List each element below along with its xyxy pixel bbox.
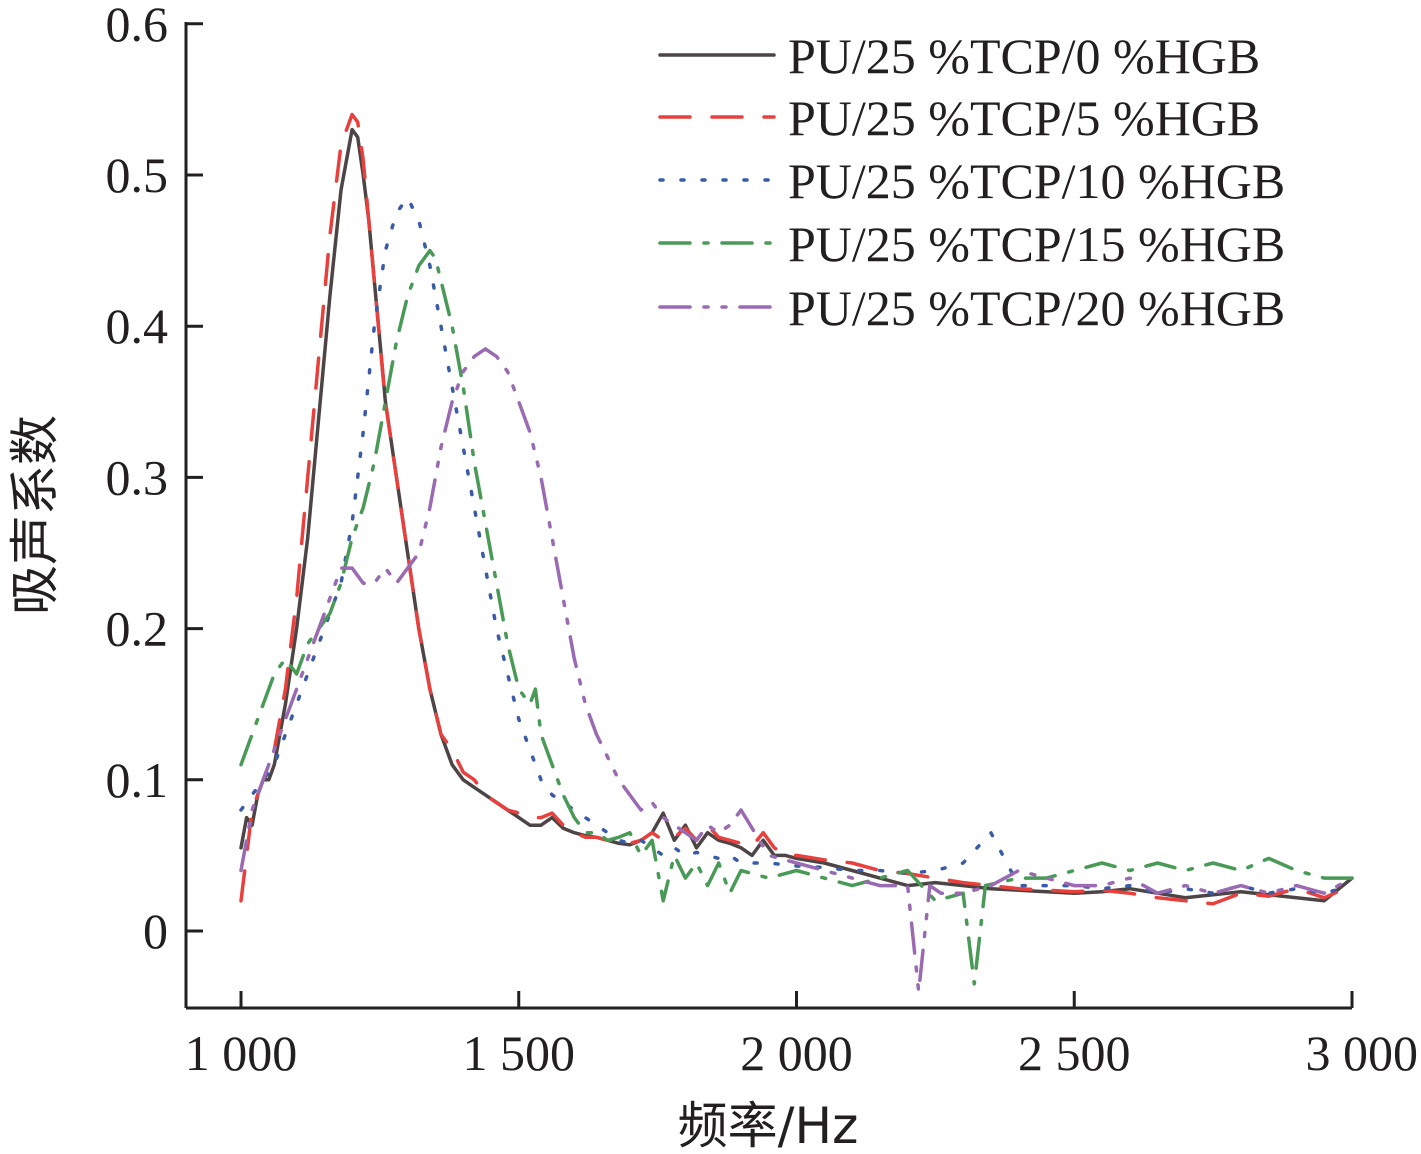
y-tick-label-0: 0 xyxy=(143,903,168,959)
series-line-1 xyxy=(239,112,1354,906)
x-axis-title: 频率/Hz xyxy=(678,1097,859,1154)
y-tick-label-1: 0.1 xyxy=(106,752,169,808)
ticks-layer: 0 0.1 0.2 0.3 0.4 0.5 0.6 1 000 1 500 2 000 2 500 3… xyxy=(106,0,1419,1081)
legend-label-4: PU/25 %TCP/20 %HGB xyxy=(788,280,1285,336)
x-tick-label-1: 1 500 xyxy=(463,1025,576,1081)
series-line-2 xyxy=(239,195,1354,895)
legend-label-1: PU/25 %TCP/5 %HGB xyxy=(788,90,1260,146)
series-layer xyxy=(239,112,1354,994)
legend: PU/25 %TCP/0 %HGB PU/25 %TCP/5 %HGB PU/25 … xyxy=(658,28,1285,336)
y-tick-label-4: 0.4 xyxy=(106,298,169,354)
x-tick-label-4: 3 000 xyxy=(1306,1025,1419,1081)
y-axis-title: 吸声系数 xyxy=(6,415,64,615)
y-tick-label-6: 0.6 xyxy=(106,0,169,52)
legend-label-2: PU/25 %TCP/10 %HGB xyxy=(788,153,1285,209)
y-tick-label-3: 0.3 xyxy=(106,449,169,505)
series-line-3 xyxy=(239,248,1354,986)
x-tick-label-2: 2 000 xyxy=(740,1025,853,1081)
x-tick-label-3: 2 500 xyxy=(1018,1025,1131,1081)
y-tick-label-2: 0.2 xyxy=(106,601,169,657)
series-line-4 xyxy=(239,347,1354,994)
legend-label-3: PU/25 %TCP/15 %HGB xyxy=(788,216,1285,272)
axes-layer xyxy=(184,22,1352,1010)
y-tick-label-5: 0.5 xyxy=(106,147,169,203)
x-tick-label-0: 1 000 xyxy=(185,1025,298,1081)
legend-label-0: PU/25 %TCP/0 %HGB xyxy=(788,28,1260,84)
